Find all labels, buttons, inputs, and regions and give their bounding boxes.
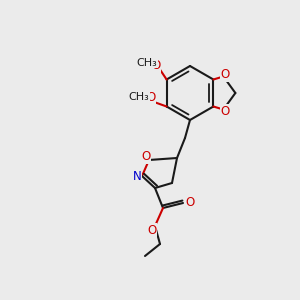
Text: CH₃: CH₃ <box>136 58 157 68</box>
Text: O: O <box>221 105 230 118</box>
Text: O: O <box>151 59 160 72</box>
Text: O: O <box>147 224 157 236</box>
Text: O: O <box>141 151 151 164</box>
Text: N: N <box>133 169 141 182</box>
Text: O: O <box>221 68 230 81</box>
Text: O: O <box>146 91 155 104</box>
Text: CH₃: CH₃ <box>128 92 149 101</box>
Text: O: O <box>185 196 195 208</box>
